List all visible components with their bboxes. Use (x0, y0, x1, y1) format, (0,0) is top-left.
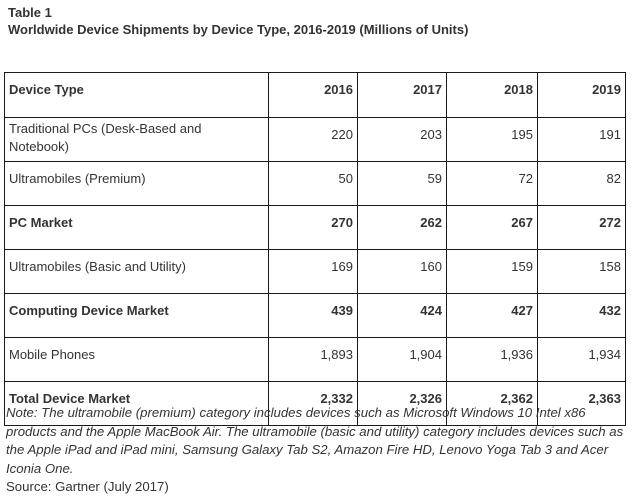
table-row: Ultramobiles (Basic and Utility) 169 160… (4, 249, 626, 294)
table-row: Total Device Market 2,332 2,326 2,362 2,… (4, 381, 626, 426)
row-value: 267 (446, 205, 538, 250)
row-label: Computing Device Market (4, 293, 269, 338)
row-value: 2,332 (268, 381, 358, 426)
note-text: Note: The ultramobile (premium) category… (6, 405, 624, 476)
table-row: Traditional PCs (Desk-Based and Notebook… (4, 117, 626, 162)
row-value: 203 (357, 117, 447, 162)
row-value: 2,363 (537, 381, 626, 426)
row-value: 82 (537, 161, 626, 206)
row-value: 72 (446, 161, 538, 206)
table-row: PC Market 270 262 267 272 (4, 205, 626, 250)
row-value: 50 (268, 161, 358, 206)
row-label: Total Device Market (4, 381, 269, 426)
table-row: Computing Device Market 439 424 427 432 (4, 293, 626, 338)
header-device-type: Device Type (4, 72, 269, 118)
row-value: 195 (446, 117, 538, 162)
header-year: 2017 (357, 72, 447, 118)
row-value: 424 (357, 293, 447, 338)
header-year: 2019 (537, 72, 626, 118)
row-value: 1,934 (537, 337, 626, 382)
row-value: 159 (446, 249, 538, 294)
table-title: Worldwide Device Shipments by Device Typ… (8, 22, 469, 37)
row-label: Traditional PCs (Desk-Based and Notebook… (4, 117, 269, 162)
row-label: Ultramobiles (Basic and Utility) (4, 249, 269, 294)
row-value: 220 (268, 117, 358, 162)
row-value: 2,362 (446, 381, 538, 426)
row-value: 160 (357, 249, 447, 294)
row-value: 169 (268, 249, 358, 294)
table-header-row: Device Type 2016 2017 2018 2019 (4, 72, 626, 118)
row-label: Ultramobiles (Premium) (4, 161, 269, 206)
row-value: 270 (268, 205, 358, 250)
row-value: 439 (268, 293, 358, 338)
row-value: 158 (537, 249, 626, 294)
row-value: 272 (537, 205, 626, 250)
device-shipments-table: Device Type 2016 2017 2018 2019 Traditio… (4, 72, 626, 426)
table-row: Mobile Phones 1,893 1,904 1,936 1,934 (4, 337, 626, 382)
table-caption: Table 1 Worldwide Device Shipments by De… (8, 4, 468, 38)
table-footnote: Note: The ultramobile (premium) category… (6, 404, 630, 497)
source-text: Source: Gartner (July 2017) (6, 479, 169, 494)
row-value: 262 (357, 205, 447, 250)
table-label: Table 1 (8, 5, 52, 20)
header-year: 2016 (268, 72, 358, 118)
row-value: 59 (357, 161, 447, 206)
row-value: 1,904 (357, 337, 447, 382)
row-value: 432 (537, 293, 626, 338)
table-row: Ultramobiles (Premium) 50 59 72 82 (4, 161, 626, 206)
row-label: Mobile Phones (4, 337, 269, 382)
row-value: 427 (446, 293, 538, 338)
header-year: 2018 (446, 72, 538, 118)
row-value: 1,936 (446, 337, 538, 382)
row-value: 191 (537, 117, 626, 162)
row-label: PC Market (4, 205, 269, 250)
row-value: 1,893 (268, 337, 358, 382)
